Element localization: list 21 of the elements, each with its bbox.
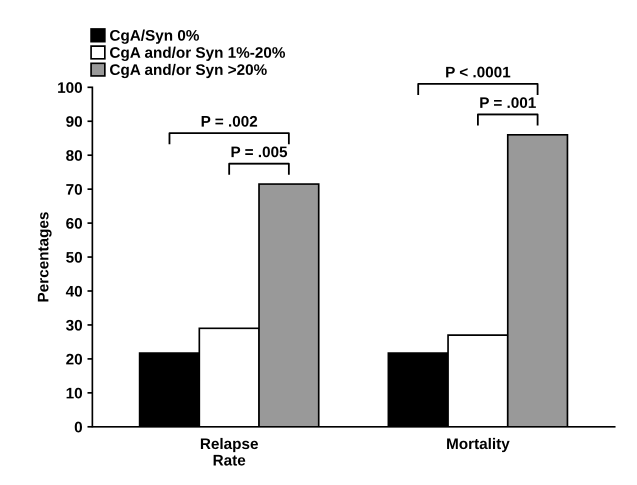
legend-label: CgA and/or Syn 1%-20% xyxy=(110,46,286,61)
annotation: P = .002 xyxy=(202,116,258,127)
y-tick-label: 90 xyxy=(66,116,82,127)
y-tick-label: 40 xyxy=(66,286,82,297)
y-tick-label: 60 xyxy=(66,218,82,229)
x-tick-label: Mortality xyxy=(447,438,510,452)
y-tick-label: 80 xyxy=(66,150,82,161)
y-tick-label: 50 xyxy=(66,252,82,263)
annotation: P = .001 xyxy=(480,97,536,108)
y-tick-label: 100 xyxy=(58,82,82,93)
y-tick-label: 20 xyxy=(66,354,82,365)
y-tick-label: 0 xyxy=(74,422,82,432)
y-tick-label: 30 xyxy=(66,320,82,331)
legend-label: CgA and/or Syn >20% xyxy=(110,64,267,78)
legend-label: CgA/Syn 0% xyxy=(110,30,200,44)
text: P < .0001 xyxy=(446,66,510,78)
annotation: P = .005 xyxy=(232,146,288,158)
y-tick-label: 70 xyxy=(66,184,82,195)
x-tick-label: Relapse Rate xyxy=(200,438,258,466)
y-tick-label: 10 xyxy=(66,388,82,399)
y-axis-title: Percentages xyxy=(38,212,52,302)
